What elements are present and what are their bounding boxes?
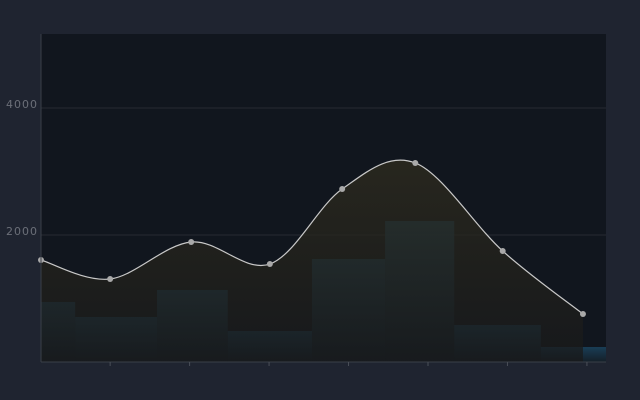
y-tick-label: 2000 <box>6 225 38 238</box>
point <box>188 238 195 245</box>
y-tick-label: 4000 <box>6 98 38 111</box>
point <box>579 310 586 317</box>
point <box>107 275 114 282</box>
point <box>339 186 346 193</box>
point <box>266 261 273 268</box>
line <box>40 159 584 315</box>
area <box>41 160 583 362</box>
point <box>499 247 506 254</box>
point <box>412 159 419 166</box>
